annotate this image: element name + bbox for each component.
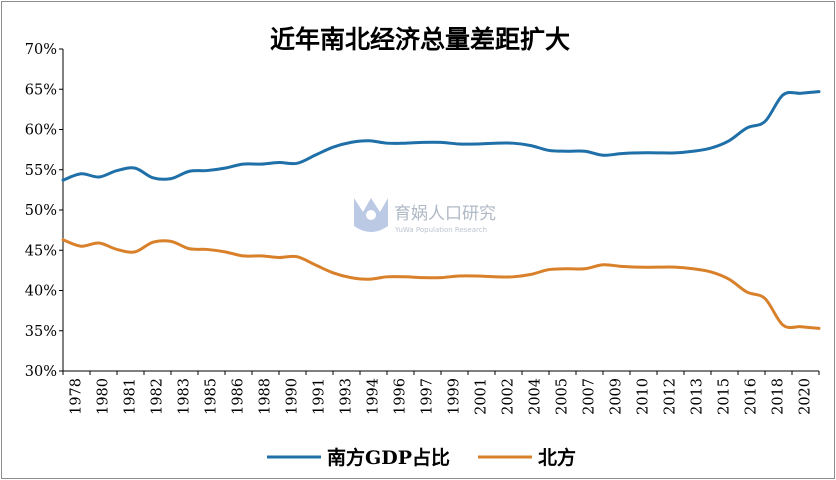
x-tick-label: 1999 — [447, 378, 463, 415]
x-tick-label: 1981 — [123, 378, 139, 415]
y-axis: 30% 35% 40% 45% 50% 55% 60% 65% 70% — [25, 42, 64, 380]
x-tick-label: 2002 — [501, 378, 517, 415]
x-tick-label: 1986 — [231, 378, 247, 415]
x-tick-label: 2005 — [555, 378, 571, 415]
y-tick-label: 70% — [25, 42, 57, 58]
x-tick-label: 1985 — [204, 378, 220, 415]
series-layer — [61, 90, 821, 330]
x-tick-label: 1990 — [285, 378, 301, 415]
x-tick-label: 2018 — [771, 378, 787, 415]
x-tick-label: 2009 — [609, 378, 625, 415]
y-tick-label: 30% — [25, 364, 57, 380]
x-tick-label: 1993 — [339, 378, 355, 415]
watermark-logo-icon — [354, 198, 388, 232]
y-tick-label: 45% — [25, 243, 57, 259]
legend-label-0: 南方GDP占比 — [327, 446, 450, 469]
x-tick-label: 2016 — [744, 378, 760, 415]
watermark-text-en: YuWa Population Research — [394, 226, 487, 234]
y-tick-label: 60% — [25, 123, 57, 139]
y-tick-label: 50% — [25, 203, 57, 219]
x-tick-label: 1978 — [69, 378, 85, 415]
legend: 南方GDP占比 北方 — [267, 446, 576, 469]
y-tick-label: 55% — [25, 163, 57, 179]
y-tick-label: 65% — [25, 82, 57, 98]
y-tick-label: 40% — [25, 284, 57, 300]
x-tick-label: 1980 — [96, 378, 112, 415]
x-tick-label: 1996 — [393, 378, 409, 415]
x-tick-label: 2020 — [798, 378, 814, 415]
watermark-text-cn: 育娲人口研究 — [394, 204, 496, 224]
x-tick-label: 2013 — [690, 378, 706, 415]
legend-label-1: 北方 — [538, 446, 576, 469]
series-line-0 — [61, 90, 821, 182]
chart-title: 近年南北经济总量差距扩大 — [270, 25, 570, 54]
x-tick-label: 1994 — [366, 378, 382, 415]
x-tick-label: 1997 — [420, 378, 436, 415]
x-tick-label: 1991 — [312, 378, 328, 415]
watermark: 育娲人口研究 YuWa Population Research — [354, 198, 496, 234]
x-tick-label: 2004 — [528, 378, 544, 415]
x-tick-label: 2012 — [663, 378, 679, 415]
x-tick-label: 2015 — [717, 378, 733, 415]
x-tick-label: 2007 — [582, 378, 598, 415]
x-axis: 1978 1980 1981 1982 1983 1985 1986 1988 1990 1991… — [62, 370, 820, 415]
x-tick-label: 2010 — [636, 378, 652, 415]
x-tick-label: 2001 — [474, 378, 490, 415]
x-tick-label: 1983 — [177, 378, 193, 415]
series-line-1 — [61, 238, 821, 330]
x-tick-label: 1988 — [258, 378, 274, 415]
y-tick-label: 35% — [25, 324, 57, 340]
x-tick-label: 1982 — [150, 378, 166, 415]
